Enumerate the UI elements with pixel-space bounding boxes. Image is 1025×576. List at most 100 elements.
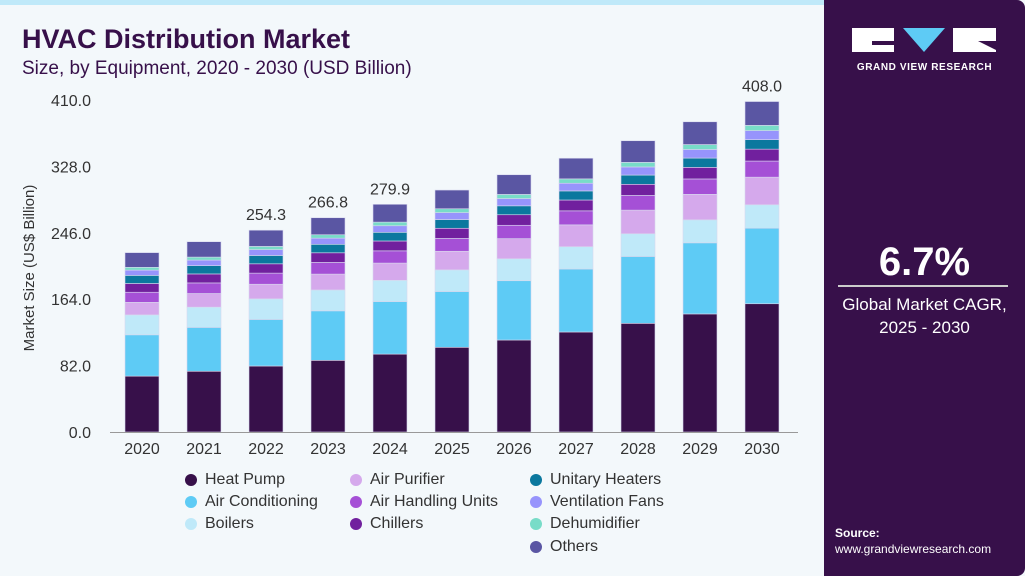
bar-segment-unitary-heaters xyxy=(620,174,656,185)
bar-segment-dehumidifier xyxy=(372,221,408,227)
bar-segment-unitary-heaters xyxy=(744,139,780,150)
bar-segment-others xyxy=(496,174,532,195)
bar-segment-air-purifier xyxy=(558,224,594,248)
bar-segment-heat-pump xyxy=(186,370,222,433)
y-tick-label: 410.0 xyxy=(51,93,91,110)
legend-swatch xyxy=(530,474,542,486)
bar-segment-others xyxy=(310,217,346,236)
x-tick-label: 2027 xyxy=(558,441,594,458)
bar-segment-ventilation-fans xyxy=(558,182,594,192)
info-panel: GRAND VIEW RESEARCH 6.7% Global Market C… xyxy=(824,0,1025,576)
bar-segment-others xyxy=(372,203,408,223)
bar-segment-dehumidifier xyxy=(744,125,780,131)
legend-item: Chillers xyxy=(350,515,423,533)
bar-segment-chillers xyxy=(496,214,532,226)
legend-item: Ventilation Fans xyxy=(530,493,664,511)
bar-segment-air-handling-units xyxy=(434,238,470,252)
bar-segment-heat-pump xyxy=(434,346,470,433)
source-heading: Source: xyxy=(835,526,880,540)
bar-segment-dehumidifier xyxy=(496,194,532,199)
bar-segment-air-handling-units xyxy=(558,210,594,226)
cagr-label: Global Market CAGR, 2025 - 2030 xyxy=(824,293,1025,339)
x-tick-label: 2030 xyxy=(744,441,780,458)
bar-segment-others xyxy=(558,157,594,180)
bar-segment-unitary-heaters xyxy=(310,243,346,254)
legend-label: Chillers xyxy=(370,515,424,532)
bar-segment-dehumidifier xyxy=(682,144,718,150)
legend-label: Heat Pump xyxy=(205,471,286,488)
chart-panel: HVAC Distribution Market Size, by Equipm… xyxy=(0,0,824,555)
cagr-value: 6.7% xyxy=(878,240,971,284)
cagr-label-line2: 2025 - 2030 xyxy=(879,318,970,337)
bar-segment-boilers xyxy=(682,219,718,244)
legend-swatch xyxy=(185,518,197,530)
legend-label: Unitary Heaters xyxy=(550,471,662,488)
bar-segment-heat-pump xyxy=(682,313,718,433)
legend-swatch xyxy=(530,541,542,553)
bar-segment-air-purifier xyxy=(248,283,284,300)
bar-segment-heat-pump xyxy=(310,360,346,433)
y-tick-label: 164.0 xyxy=(51,292,91,309)
total-label: 266.8 xyxy=(308,195,348,212)
bar-segment-heat-pump xyxy=(248,365,284,433)
x-tick-label: 2025 xyxy=(434,441,470,458)
bar-segment-air-handling-units xyxy=(744,160,780,178)
bar-segment-ventilation-fans xyxy=(620,166,656,176)
bar-segment-air-purifier xyxy=(434,250,470,271)
bar-segment-dehumidifier xyxy=(310,234,346,239)
brand-name: GRAND VIEW RESEARCH xyxy=(856,62,993,73)
legend-item: Air Handling Units xyxy=(350,493,498,511)
bar-segment-heat-pump xyxy=(372,353,408,433)
bar-segment-unitary-heaters xyxy=(434,219,470,229)
bar-segment-unitary-heaters xyxy=(496,205,532,216)
legend-label: Air Conditioning xyxy=(205,493,318,510)
y-tick-label: 82.0 xyxy=(60,359,91,376)
bar-segment-air-purifier xyxy=(310,273,346,291)
bar-segment-dehumidifier xyxy=(434,208,470,213)
legend-swatch xyxy=(350,518,362,530)
bar-segment-ventilation-fans xyxy=(186,259,222,266)
cagr-label-line1: Global Market CAGR, xyxy=(842,295,1007,314)
divider xyxy=(838,285,1008,287)
x-tick-label: 2026 xyxy=(496,441,532,458)
chart-title: HVAC Distribution Market xyxy=(22,24,351,54)
legend-swatch xyxy=(185,496,197,508)
bar-segment-air-conditioning xyxy=(248,319,284,367)
bar-segment-chillers xyxy=(434,227,470,239)
bar-segment-air-conditioning xyxy=(620,256,656,324)
bar-segment-dehumidifier xyxy=(124,266,160,271)
bar-segment-air-purifier xyxy=(620,209,656,235)
x-tick-label: 2020 xyxy=(124,441,160,458)
legend-item: Unitary Heaters xyxy=(530,471,661,489)
bar-segment-ventilation-fans xyxy=(682,149,718,159)
bar-segment-ventilation-fans xyxy=(248,249,284,256)
bar-segment-heat-pump xyxy=(124,375,160,433)
bar-segment-air-handling-units xyxy=(620,195,656,211)
bar-segment-air-purifier xyxy=(372,262,408,281)
bar-segment-ventilation-fans xyxy=(744,130,780,140)
source-url[interactable]: www.grandviewresearch.com xyxy=(835,542,992,556)
bar-segment-chillers xyxy=(372,240,408,252)
bar-segment-air-purifier xyxy=(124,302,160,316)
bar-segment-heat-pump xyxy=(496,339,532,433)
bar-segment-unitary-heaters xyxy=(248,255,284,265)
bar-segment-others xyxy=(124,252,160,268)
x-tick-label: 2024 xyxy=(372,441,408,458)
bar-segment-chillers xyxy=(558,199,594,212)
bar-segment-boilers xyxy=(372,280,408,302)
bar-segment-unitary-heaters xyxy=(186,265,222,275)
bar-segment-heat-pump xyxy=(620,323,656,433)
bar-segment-dehumidifier xyxy=(186,256,222,261)
bar-segment-air-purifier xyxy=(744,176,780,206)
legend-item: Dehumidifier xyxy=(530,515,640,533)
top-accent-line xyxy=(0,0,824,5)
legend-label: Ventilation Fans xyxy=(550,493,664,510)
bar-segment-chillers xyxy=(744,148,780,162)
bar-segment-ventilation-fans xyxy=(496,198,532,207)
bar-segment-air-conditioning xyxy=(744,227,780,305)
bar-segment-heat-pump xyxy=(558,331,594,433)
bar-segment-air-conditioning xyxy=(372,301,408,355)
bar-segment-air-purifier xyxy=(682,194,718,221)
bar-segment-air-conditioning xyxy=(558,268,594,333)
bar-segment-unitary-heaters xyxy=(124,275,160,284)
